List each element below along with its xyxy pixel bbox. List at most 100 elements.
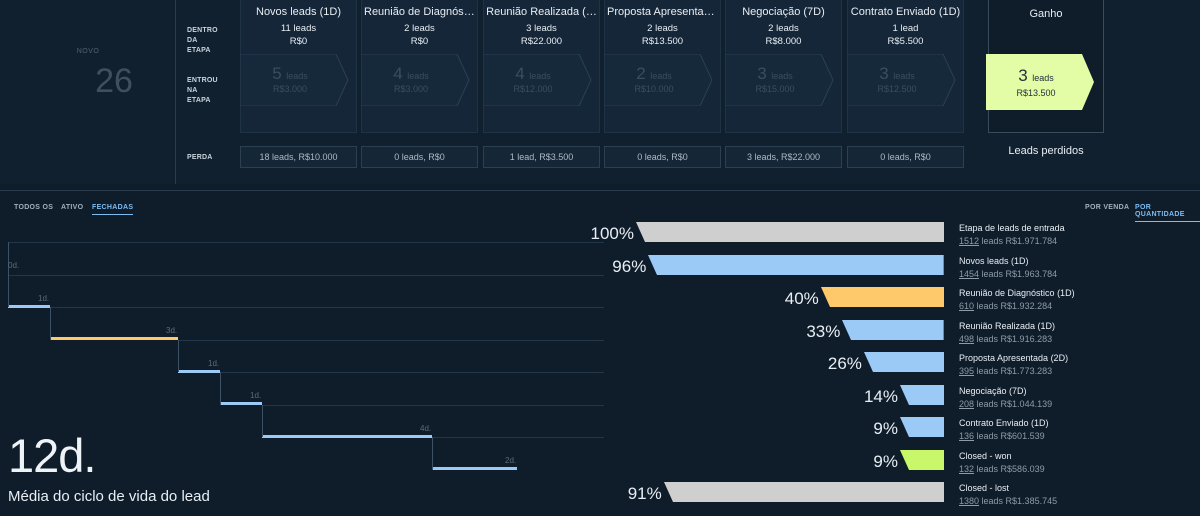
stage-loss[interactable]: 18 leads, R$10.000	[240, 146, 357, 168]
stage-header: Negociação (7D) 2 leads R$8.000	[725, 0, 842, 48]
stage-loss[interactable]: 0 leads, R$0	[604, 146, 721, 168]
stage-entered-count: 5 leads	[240, 64, 340, 84]
funnel-bar[interactable]	[900, 384, 944, 405]
timeline-tick	[432, 437, 433, 470]
stage-entered-card[interactable]: 2 leads R$10.000	[604, 54, 714, 106]
stage-entered-card[interactable]: 3 leads R$15.000	[725, 54, 835, 106]
funnel-percent: 14%	[863, 386, 898, 406]
row-label-dentro-2: DA	[187, 37, 198, 44]
novo-panel[interactable]	[0, 0, 176, 184]
timeline-duration-bar	[262, 434, 432, 438]
stage-name[interactable]: Negociação (7D)	[742, 6, 825, 18]
funnel-leads-value: leads R$586.039	[974, 463, 1045, 474]
stage-count: 2 leads	[768, 23, 799, 34]
stage-header: Reunião de Diagnóst… 2 leads R$0	[361, 0, 478, 48]
stage-entered-count: 3 leads	[847, 64, 947, 84]
ganho-card[interactable]: 3 leads R$13.500	[986, 54, 1094, 110]
tab-ativo[interactable]: ATIVO	[61, 204, 84, 211]
average-cycle-value: 12d.	[8, 429, 96, 482]
funnel-leads-link[interactable]: 1454	[959, 268, 980, 279]
tab-por-quantidade[interactable]: POR QUANTIDADE	[1135, 204, 1200, 222]
funnel-percent: 40%	[784, 289, 819, 308]
funnel-stage-name: Closed - lost	[959, 483, 1010, 493]
tab-fechadas[interactable]: FECHADAS	[92, 204, 134, 215]
funnel-leads-link[interactable]: 498	[959, 333, 975, 344]
stage-name[interactable]: Reunião de Diagnóst…	[364, 6, 478, 18]
funnel-percent: 26%	[827, 354, 862, 373]
funnel-leads-link[interactable]: 395	[959, 366, 975, 376]
timeline-guide	[432, 437, 604, 438]
funnel-leads-value: leads R$1.963.784	[979, 268, 1058, 279]
stage-arrow-shape	[361, 54, 470, 106]
row-label-entrou-2: NA	[187, 87, 198, 94]
stage-name[interactable]: Proposta Apresentad…	[607, 6, 721, 18]
stage-entered-card[interactable]: 4 leads R$12.000	[483, 54, 593, 106]
stage-entered-unit: leads	[650, 71, 672, 81]
tab-por-venda[interactable]: POR VENDA	[1085, 204, 1130, 211]
row-label-entrou-3: ETAPA	[187, 97, 211, 104]
timeline-guide	[262, 404, 604, 406]
timeline-tick	[8, 242, 9, 275]
funnel-stage-name: Reunião de Diagnóstico (1D)	[959, 288, 1075, 298]
stage-entered-unit: leads	[771, 71, 793, 81]
ganho-title: Ganho	[1029, 8, 1063, 20]
timeline-guide	[220, 372, 604, 373]
stage-entered-card[interactable]: 3 leads R$12.500	[847, 54, 957, 106]
row-label-dentro-3: ETAPA	[187, 47, 211, 54]
leads-perdidos-title[interactable]: Leads perdidos	[1008, 145, 1084, 157]
funnel-leads-link[interactable]: 1512	[959, 236, 980, 246]
funnel-bar[interactable]	[900, 417, 944, 437]
stage-entered-count: 4 leads	[483, 64, 583, 84]
row-label-entrou: ENTROU NA ETAPA	[187, 76, 218, 106]
stage-header: Reunião Realizada (… 3 leads R$22.000	[483, 0, 600, 48]
funnel-leads-link[interactable]: 136	[959, 431, 975, 441]
stage-header: Proposta Apresentad… 2 leads R$13.500	[604, 0, 721, 48]
timeline-tick	[220, 372, 221, 405]
stage-entered-card[interactable]: 4 leads R$3.000	[361, 54, 471, 106]
funnel-leads-link[interactable]: 1380	[959, 496, 980, 506]
stage-loss[interactable]: 1 lead, R$3.500	[483, 146, 600, 168]
stage-header: Novos leads (1D) 11 leads R$0	[240, 0, 357, 48]
novo-count: 26	[95, 62, 133, 100]
funnel-bar[interactable]	[820, 287, 944, 307]
stage-entered-unit: leads	[529, 71, 551, 81]
stage-loss[interactable]: 3 leads, R$22.000	[725, 146, 842, 168]
funnel-leads-value: leads R$1.773.283	[974, 366, 1053, 376]
stage-entered-value: R$3.000	[393, 84, 429, 94]
funnel-bar[interactable]	[648, 254, 944, 275]
funnel-leads-link[interactable]: 208	[959, 398, 975, 409]
funnel-leads-link[interactable]: 610	[959, 301, 975, 311]
timeline-duration-label: 2d.	[505, 456, 517, 465]
stage-entered-number: 4	[393, 64, 403, 83]
novo-label: NOVO	[76, 48, 100, 55]
funnel-bar[interactable]	[900, 449, 944, 470]
stage-count: 2 leads	[647, 23, 678, 34]
stage-entered-number: 3	[757, 64, 767, 83]
timeline-guide	[8, 274, 604, 276]
funnel-bar[interactable]	[863, 352, 944, 372]
section-divider	[0, 190, 1200, 191]
tab-todos[interactable]: TODOS OS	[14, 204, 54, 211]
stage-entered-count: 2 leads	[604, 64, 704, 84]
timeline-tick	[50, 307, 51, 340]
stage-name[interactable]: Novos leads (1D)	[256, 6, 341, 18]
stage-count: 3 leads	[526, 23, 557, 34]
stage-entered-unit: leads	[407, 71, 429, 81]
funnel-leads-link[interactable]: 132	[959, 463, 975, 474]
stage-loss[interactable]: 0 leads, R$0	[361, 146, 478, 168]
timeline-duration-bar	[8, 304, 50, 308]
funnel-percent: 91%	[627, 484, 662, 503]
stage-entered-count: 3 leads	[725, 64, 825, 84]
funnel-bar[interactable]	[663, 482, 944, 502]
stage-loss[interactable]: 0 leads, R$0	[847, 146, 964, 168]
stage-name[interactable]: Contrato Enviado (1D)	[850, 6, 961, 18]
funnel-bar[interactable]	[842, 319, 944, 340]
funnel-stage-stats: 1512 leads R$1.971.784	[959, 236, 1057, 246]
stage-value: R$13.500	[641, 36, 684, 47]
stage-entered-value: R$15.000	[755, 84, 795, 94]
stage-entered-value: R$12.500	[877, 84, 917, 94]
funnel-bar[interactable]	[636, 222, 944, 242]
timeline-guide	[178, 339, 604, 341]
stage-entered-card[interactable]: 5 leads R$3.000	[240, 54, 350, 106]
stage-name[interactable]: Reunião Realizada (…	[486, 6, 597, 18]
